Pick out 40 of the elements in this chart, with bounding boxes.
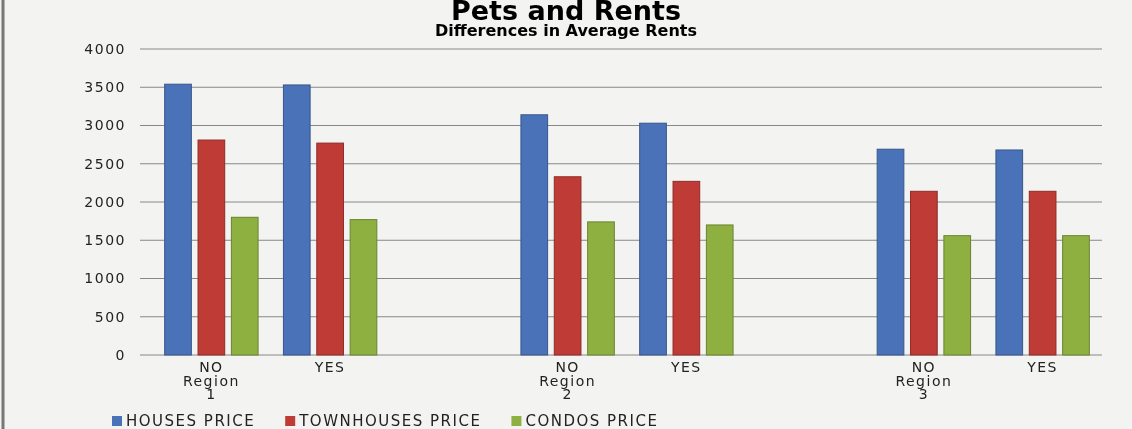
y-tick-label: 0 (115, 346, 126, 363)
x-tick-label: YES (313, 359, 346, 375)
text: Region 1 (182, 373, 240, 402)
chart-subtitle: Differences in Average Rents (435, 21, 697, 40)
bar (876, 148, 905, 356)
bar (164, 83, 192, 356)
y-tick-label: 1000 (84, 270, 126, 287)
y-tick-label: 2500 (84, 155, 126, 172)
bar (995, 149, 1024, 356)
y-tick-label: 500 (94, 308, 126, 325)
bar (230, 216, 259, 356)
legend-label: CONDOS PRICE (525, 412, 659, 429)
bar (316, 142, 344, 356)
bar (282, 84, 311, 356)
y-tick-label: 4000 (84, 40, 126, 57)
y-tick-label: 3000 (84, 117, 126, 134)
bar (705, 224, 734, 356)
x-tick-label: YES (1026, 359, 1059, 375)
x-tick-label: NO (555, 359, 580, 375)
bar (197, 139, 226, 356)
y-tick-label: 2000 (84, 193, 126, 210)
bar (587, 221, 615, 356)
legend-label: HOUSES PRICE (126, 412, 256, 429)
y-tick-label: 3500 (84, 79, 126, 96)
bar (520, 114, 549, 356)
bar (910, 190, 938, 356)
x-tick-label: NO (199, 359, 224, 375)
x-tick-label: NO (911, 359, 937, 375)
text: Region 2 (539, 373, 597, 402)
text: Region 3 (895, 373, 953, 402)
bar (1028, 190, 1057, 356)
bar (349, 219, 378, 356)
bar (553, 176, 582, 356)
bar (1062, 235, 1090, 356)
bar (943, 235, 972, 356)
legend-label: TOWNHOUSES PRICE (298, 412, 482, 429)
x-tick-label: YES (669, 359, 702, 375)
y-tick-label: 1500 (84, 232, 126, 249)
bar (639, 122, 667, 356)
bar (672, 180, 701, 356)
